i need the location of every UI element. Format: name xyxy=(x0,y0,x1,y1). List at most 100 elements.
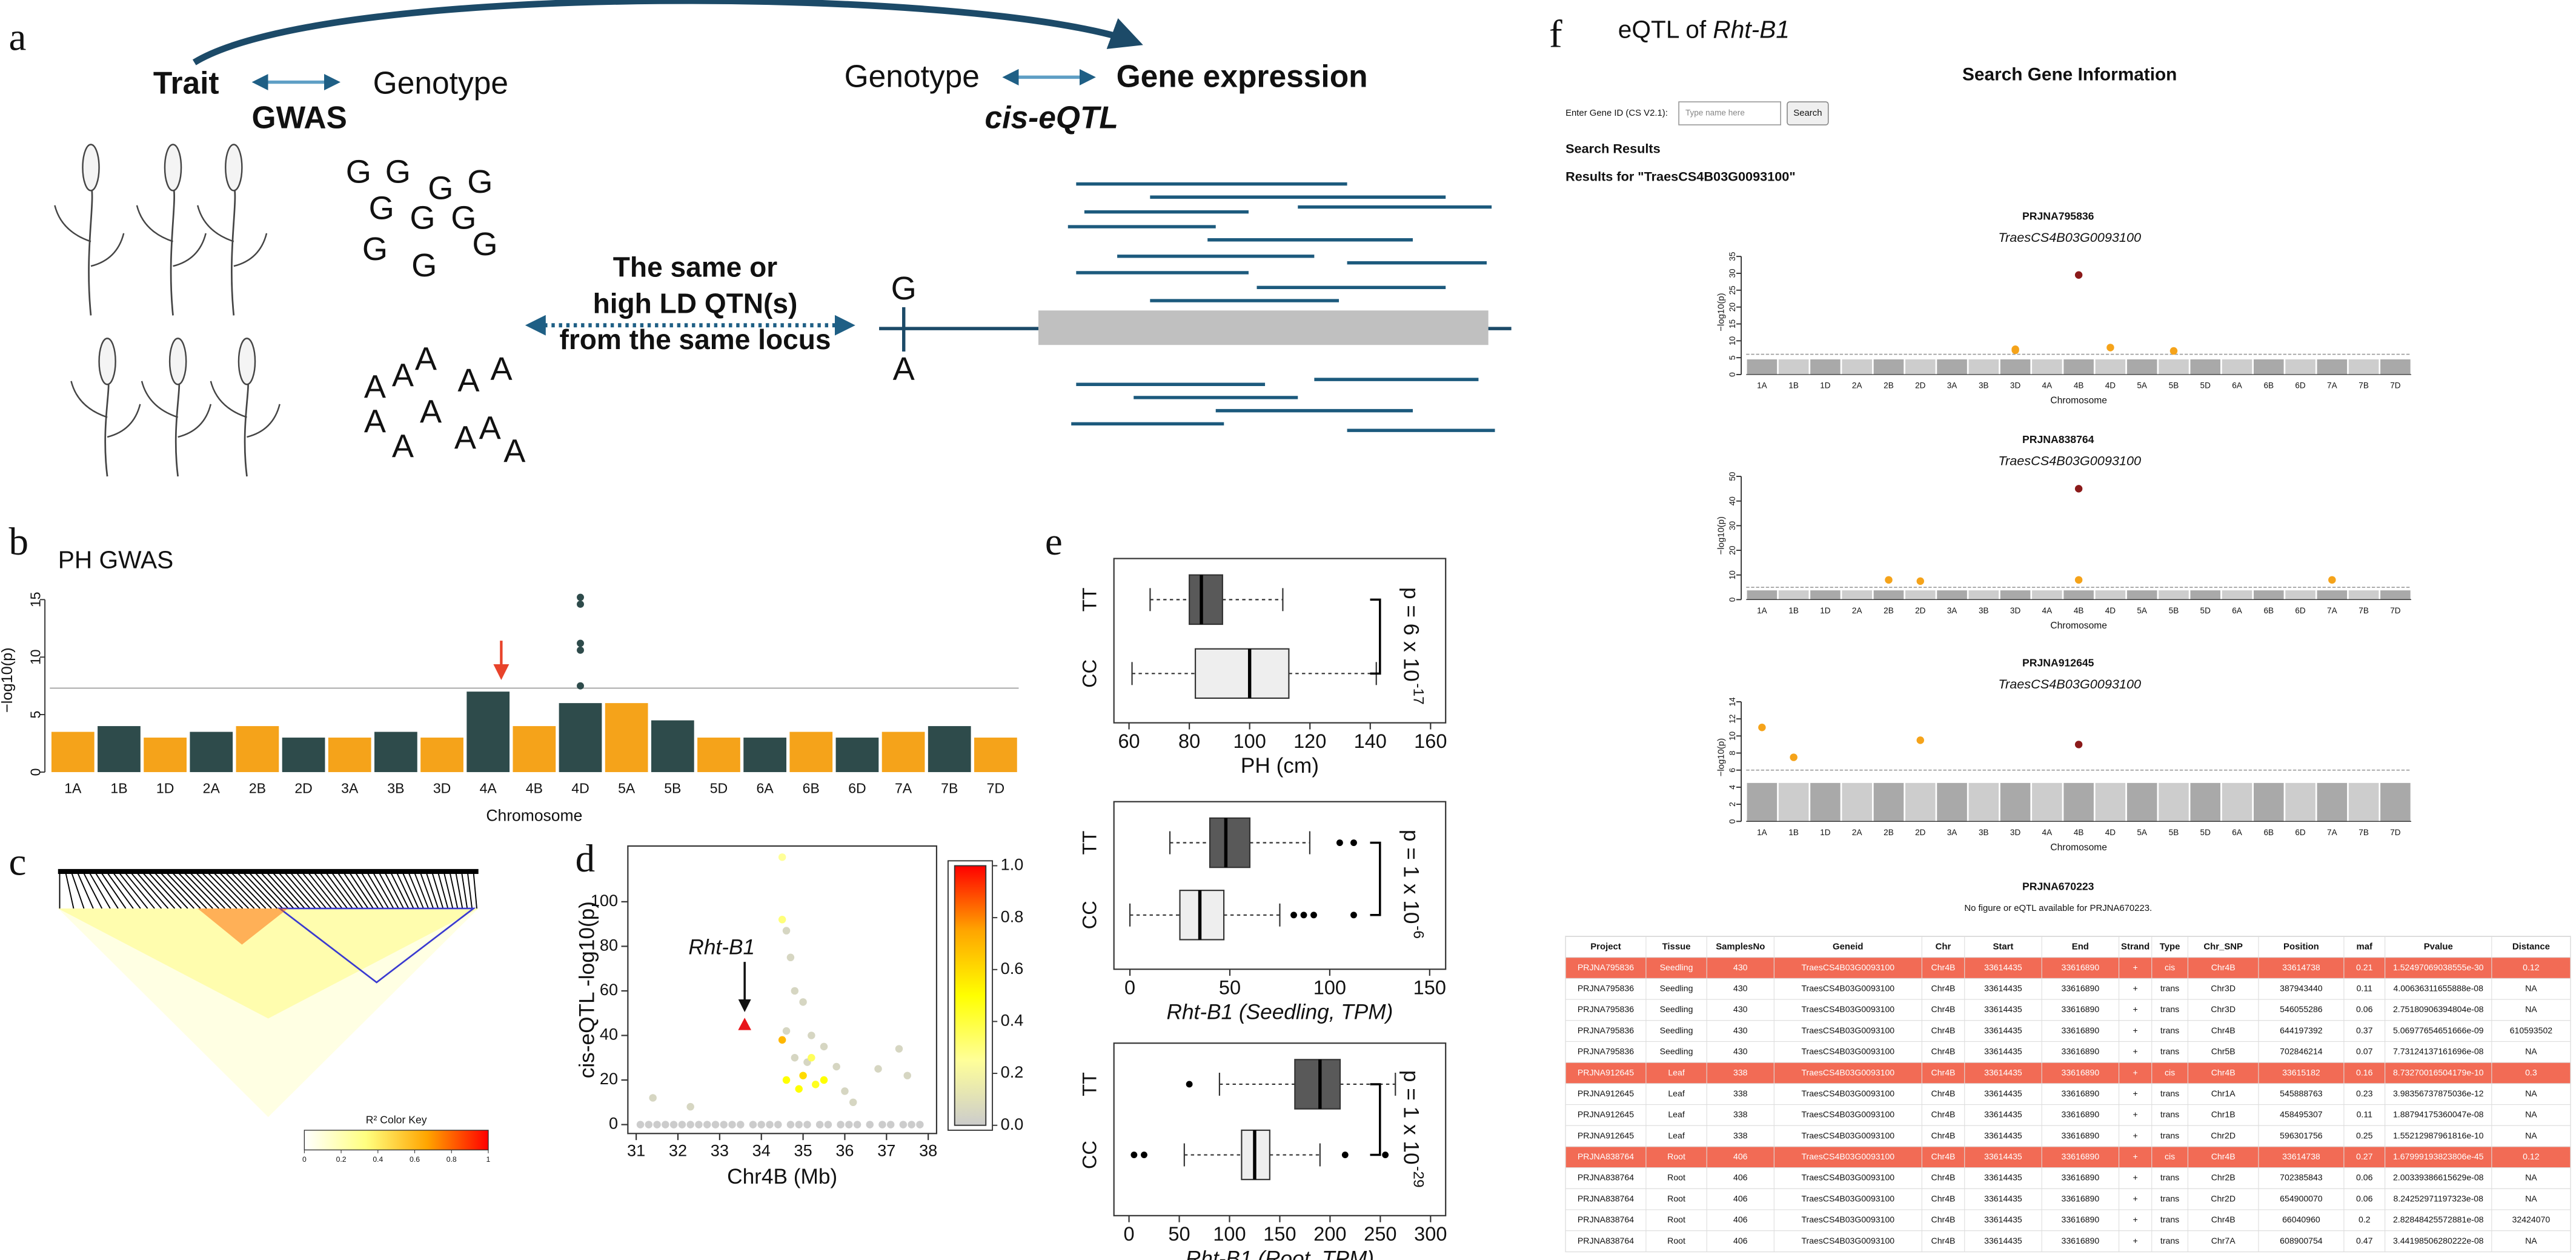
x-axis-label: Rht-B1 (Seedling, TPM) xyxy=(1167,1001,1393,1024)
snp-point xyxy=(866,1121,874,1128)
y-tick-label: 14 xyxy=(1728,697,1737,707)
chromosome-signal xyxy=(2348,782,2379,822)
snp-point xyxy=(795,1085,803,1093)
category-label: TT xyxy=(1078,1072,1100,1096)
x-tick-label: 4A xyxy=(480,781,497,796)
chromosome-signal xyxy=(1937,359,1967,375)
table-header: Chr xyxy=(1936,942,1951,952)
search-button[interactable] xyxy=(1787,101,1829,125)
significance-bracket xyxy=(1370,841,1381,916)
snp-point xyxy=(808,1054,815,1062)
wheat-stem xyxy=(174,377,181,477)
chromosome-signal xyxy=(835,738,879,772)
snp-point xyxy=(799,1072,807,1079)
x-axis-label: Chromosome xyxy=(2050,842,2107,853)
y-tick-label: 10 xyxy=(1728,732,1737,741)
x-tick-label: 34 xyxy=(752,1141,771,1159)
chromosome-signal xyxy=(2190,359,2221,375)
x-tick-label: 6A xyxy=(2232,381,2243,390)
ld-link xyxy=(313,872,343,909)
highlight-point xyxy=(577,600,584,608)
x-tick-label: 7B xyxy=(941,781,958,796)
chromosome-signal xyxy=(2063,359,2094,375)
x-axis-label: Rht-B1 (Root, TPM) xyxy=(1186,1247,1374,1260)
y-tick-label: 15 xyxy=(28,592,44,608)
snp-point xyxy=(695,1121,703,1128)
chromosome-signal xyxy=(2222,590,2252,600)
y-tick-label: 30 xyxy=(1728,268,1737,278)
table-cell: Root xyxy=(1667,1173,1685,1182)
chart-subtitle: TraesCS4B03G0093100 xyxy=(1998,453,2141,468)
snp-point xyxy=(720,1121,728,1128)
table-cell: 545888763 xyxy=(2280,1088,2323,1098)
table-header: Geneid xyxy=(1833,942,1863,952)
y-tick-label: 0 xyxy=(1728,372,1737,377)
x-tick-label: 7D xyxy=(2390,381,2401,390)
highlight-point xyxy=(1758,724,1766,732)
table-cell: Chr4B xyxy=(1931,1193,1956,1203)
ld-link xyxy=(165,872,201,909)
table-cell: Chr3D xyxy=(2211,983,2236,993)
x-tick-label: 2B xyxy=(249,781,266,796)
genotype-letter: A xyxy=(392,358,414,394)
table-cell: Chr5B xyxy=(2211,1047,2236,1056)
table-cell: TraesCS4B03G0093100 xyxy=(1801,1215,1894,1224)
ld-link xyxy=(136,872,169,909)
wheat-stem xyxy=(170,184,175,316)
table-cell: Chr4B xyxy=(1931,1152,1956,1161)
ld-link xyxy=(148,872,182,909)
table-cell: 33616890 xyxy=(2062,1236,2100,1245)
snp-point xyxy=(853,1121,861,1128)
ld-link xyxy=(213,872,249,909)
chromosome-signal xyxy=(1873,782,1904,822)
snp-point xyxy=(778,1036,786,1044)
table-cell: PRJNA912645 xyxy=(1578,1088,1634,1098)
table-cell: Root xyxy=(1667,1152,1685,1161)
x-tick-label: 7B xyxy=(2359,828,2369,837)
highlight-point xyxy=(2074,271,2083,279)
table-cell: 1.52497069038555e-30 xyxy=(2393,962,2484,972)
ld-link xyxy=(266,872,300,909)
table-row-highlight xyxy=(1565,957,2571,979)
table-cell: trans xyxy=(2160,983,2179,993)
table-cell: Leaf xyxy=(1668,1110,1684,1119)
ld-link xyxy=(65,872,75,909)
p-value-label: p = 1 x 10 xyxy=(1399,1070,1422,1165)
genotype-letter: G xyxy=(411,247,437,284)
highlight-point xyxy=(1790,753,1798,761)
p-value-exponent: -17 xyxy=(1410,683,1427,704)
chromosome-signal xyxy=(789,732,833,772)
table-cell: Leaf xyxy=(1668,1088,1684,1098)
table-cell: Chr4B xyxy=(1931,1047,1956,1056)
table-cell: 5.06977654651666e-09 xyxy=(2393,1025,2484,1035)
ld-link xyxy=(384,872,405,909)
chromosome-signal xyxy=(2222,782,2252,822)
snp-point xyxy=(686,1102,694,1111)
chromosome-signal xyxy=(2126,782,2157,822)
colorbar-tick-label: 0.6 xyxy=(1001,959,1024,978)
table-cell: cis xyxy=(2165,962,2175,972)
wheat-leaf xyxy=(70,381,141,438)
snp-point xyxy=(886,1121,895,1128)
gene-input[interactable] xyxy=(1678,101,1781,125)
table-cell: 2.75180906394804e-08 xyxy=(2393,1004,2484,1014)
box xyxy=(1294,1059,1341,1110)
chromosome-signal xyxy=(1810,590,1841,600)
snp-point xyxy=(820,1042,828,1051)
highlight-point xyxy=(2169,347,2178,355)
x-tick-label: 3D xyxy=(433,781,451,796)
table-header: Tissue xyxy=(1662,942,1691,952)
outlier xyxy=(1186,1081,1193,1088)
x-tick-label: 35 xyxy=(794,1141,812,1159)
chromosome-signal xyxy=(1810,782,1841,822)
y-tick-label: 0 xyxy=(1728,598,1737,602)
table-cell: 33614435 xyxy=(1984,1236,2022,1245)
x-tick-label: 0.6 xyxy=(410,1155,420,1164)
genotype-letter: A xyxy=(415,341,437,378)
y-tick-label: 60 xyxy=(600,980,618,999)
chromosome-signal xyxy=(2000,782,2031,822)
genotype-letter: G xyxy=(369,190,394,226)
x-tick-label: 2A xyxy=(1852,381,1863,390)
x-tick-label: 100 xyxy=(1233,730,1266,752)
wheat-stem xyxy=(104,377,110,477)
